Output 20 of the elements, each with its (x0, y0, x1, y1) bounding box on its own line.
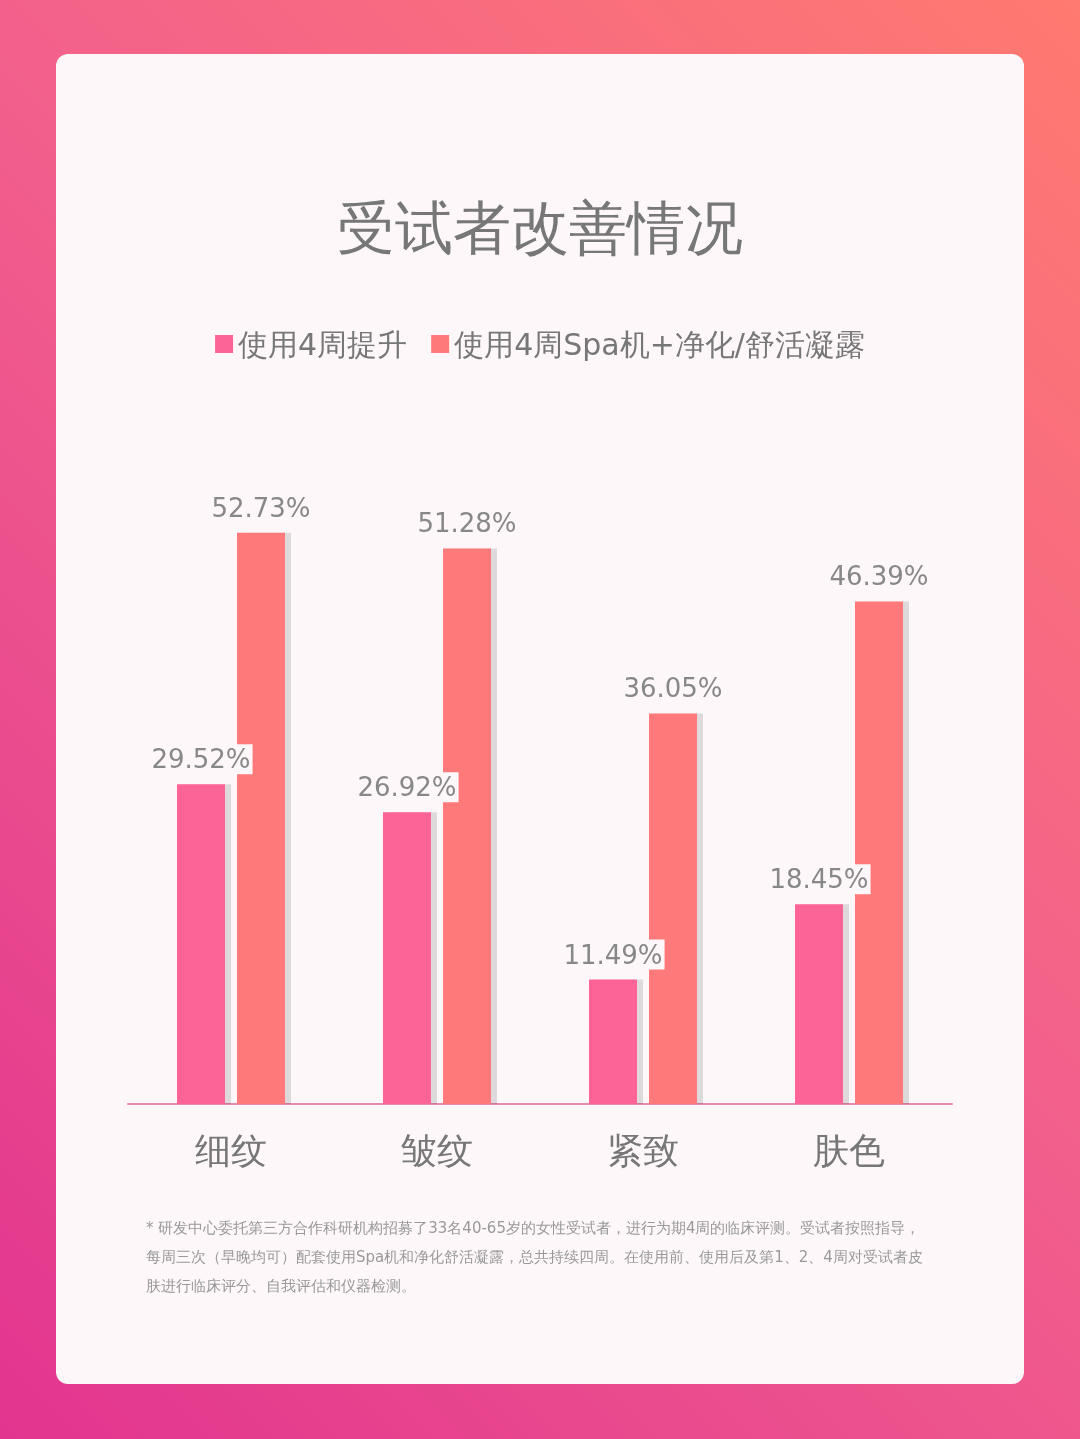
chart-title: 受试者改善情况 (337, 194, 743, 262)
data-label: 51.28% (417, 508, 517, 539)
data-label: 26.92% (357, 772, 457, 803)
x-tick-label: 肤色 (813, 1129, 885, 1171)
bar (795, 904, 843, 1104)
bar (177, 784, 225, 1104)
legend-label: 使用4周Spa机+净化/舒活凝露 (454, 326, 865, 362)
x-tick-label: 细纹 (195, 1129, 267, 1171)
data-label: 52.73% (211, 492, 311, 523)
bar (383, 812, 431, 1104)
data-label: 36.05% (623, 673, 723, 704)
x-tick-label: 皱纹 (401, 1129, 473, 1171)
bar (589, 979, 637, 1104)
data-label: 46.39% (829, 561, 929, 592)
data-label: 11.49% (563, 939, 663, 970)
text: * 研发中心委托第三方合作科研机构招募了33名40-65岁的女性受试者，进行为期4周的临床评测。受试者按照指导，每周三次（早晚均可）配套使用Spa机和净化舒活凝露，总共持续四周。在使用前、使用后及第1、2、4周对受试者皮肤进行临床评分、自我评估和仪器检测。 (146, 1218, 924, 1297)
data-label: 18.45% (769, 864, 869, 895)
data-label: 29.52% (151, 744, 251, 775)
x-tick-label: 紧致 (607, 1129, 679, 1171)
legend-label: 使用4周提升 (238, 326, 408, 362)
